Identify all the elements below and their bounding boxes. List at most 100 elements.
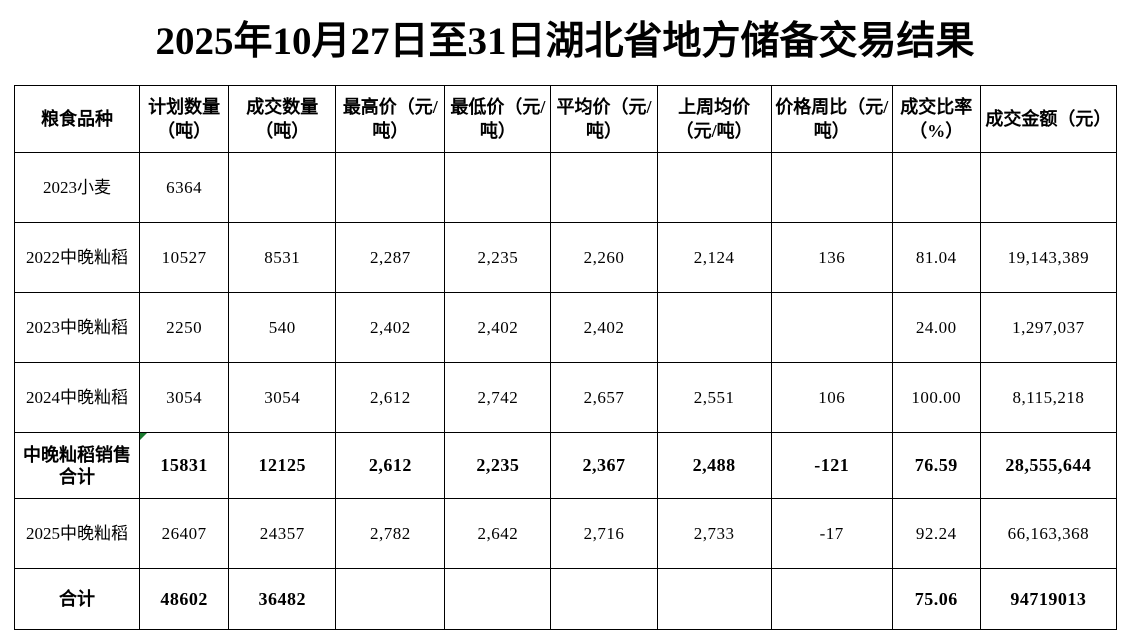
cell-value: 2022中晚籼稻: [26, 248, 129, 267]
cell-value: 3054: [166, 388, 203, 407]
cell-high_price: 2,612: [335, 432, 446, 499]
cell-deal_qty: 12125: [228, 432, 337, 499]
cell-deal_ratio: 24.00: [891, 292, 981, 363]
cell-variety: 2025中晚籼稻: [13, 498, 141, 569]
cell-price_wow: 136: [770, 222, 893, 293]
cell-last_week_avg: [656, 152, 772, 223]
column-header-label: 上周均价（元/吨）: [675, 97, 753, 141]
cell-deal_amount: 28,555,644: [979, 432, 1118, 499]
cell-value: 136: [818, 248, 846, 267]
column-header-label: 平均价（元/吨）: [556, 97, 652, 141]
cell-last_week_avg: 2,551: [656, 362, 772, 433]
cell-avg_price: 2,716: [550, 498, 658, 569]
cell-high_price: [335, 568, 446, 630]
cell-value: 540: [268, 318, 296, 337]
cell-value: -121: [814, 455, 850, 475]
cell-value: 2,612: [369, 388, 411, 407]
cell-value: 中晚籼稻销售合计: [23, 444, 132, 487]
cell-value: 2,235: [476, 455, 520, 475]
cell-deal_amount: 19,143,389: [979, 222, 1118, 293]
table-row: 中晚籼稻销售合计 15831 12125 2,612 2,235 2,367 2,488 -1…: [13, 432, 1118, 499]
column-header-low_price: 最低价（元/吨）: [444, 85, 552, 153]
column-header-deal_qty: 成交数量（吨）: [228, 85, 337, 153]
cell-low_price: 2,235: [444, 432, 552, 499]
cell-low_price: 2,742: [444, 362, 552, 433]
column-header-label: 成交比率（%）: [900, 97, 973, 141]
cell-plan_qty: 26407: [139, 498, 230, 569]
cell-deal_ratio: 92.24: [891, 498, 981, 569]
cell-deal_amount: 8,115,218: [979, 362, 1118, 433]
table-header: 粮食品种 计划数量（吨） 成交数量（吨） 最高价（元/吨） 最低价（元/吨） 平均价（元/…: [13, 85, 1118, 153]
column-header-label: 成交金额（元）: [985, 109, 1112, 129]
table-header-row: 粮食品种 计划数量（吨） 成交数量（吨） 最高价（元/吨） 最低价（元/吨） 平均价（元/…: [13, 85, 1118, 153]
cell-deal_ratio: 76.59: [891, 432, 981, 499]
cell-value: 8531: [264, 248, 301, 267]
column-header-variety: 粮食品种: [13, 85, 141, 153]
cell-value: 76.59: [914, 455, 958, 475]
column-header-plan_qty: 计划数量（吨）: [139, 85, 230, 153]
cell-value: 2,124: [693, 248, 735, 267]
cell-value: 2025中晚籼稻: [26, 524, 129, 543]
cell-high_price: 2,612: [335, 362, 446, 433]
cell-plan_qty: 3054: [139, 362, 230, 433]
cell-price_wow: -17: [770, 498, 893, 569]
cell-value: 2,488: [692, 455, 736, 475]
cell-deal_qty: 540: [228, 292, 337, 363]
cell-plan_qty: 6364: [139, 152, 230, 223]
cell-deal_qty: 3054: [228, 362, 337, 433]
cell-value: 24357: [259, 524, 305, 543]
table-row: 2023小麦 6364: [13, 152, 1118, 223]
table-body: 2023小麦 6364 2022中晚籼稻 10527 8531 2,287 2,235 2,2…: [13, 152, 1118, 630]
cell-deal_qty: 8531: [228, 222, 337, 293]
cell-avg_price: [550, 152, 658, 223]
cell-value: 36482: [258, 588, 306, 609]
cell-value: 2,733: [693, 524, 735, 543]
cell-last_week_avg: 2,124: [656, 222, 772, 293]
column-header-price_wow: 价格周比（元/吨）: [770, 85, 893, 153]
cell-last_week_avg: 2,733: [656, 498, 772, 569]
cell-value: 26407: [161, 524, 207, 543]
cell-deal_ratio: 75.06: [891, 568, 981, 630]
column-header-label: 粮食品种: [41, 109, 114, 129]
cell-low_price: 2,235: [444, 222, 552, 293]
cell-value: -17: [819, 524, 844, 543]
cell-deal_amount: 94719013: [979, 568, 1118, 630]
cell-value: 15831: [160, 455, 208, 475]
cell-value: 2,642: [477, 524, 519, 543]
column-header-label: 计划数量（吨）: [148, 97, 221, 141]
cell-high_price: 2,782: [335, 498, 446, 569]
cell-price_wow: 106: [770, 362, 893, 433]
cell-deal_ratio: 81.04: [891, 222, 981, 293]
cell-value: 2023中晚籼稻: [26, 318, 129, 337]
column-header-last_week_avg: 上周均价（元/吨）: [656, 85, 772, 153]
cell-variety: 2023中晚籼稻: [13, 292, 141, 363]
cell-low_price: [444, 152, 552, 223]
cell-value: 2024中晚籼稻: [26, 388, 129, 407]
cell-value: 2,742: [477, 388, 519, 407]
cell-value: 2250: [166, 318, 203, 337]
cell-price_wow: [770, 292, 893, 363]
cell-low_price: 2,642: [444, 498, 552, 569]
column-header-label: 最低价（元/吨）: [450, 97, 546, 141]
cell-value: 94719013: [1010, 588, 1087, 609]
cell-value: 2,402: [369, 318, 411, 337]
cell-high_price: 2,287: [335, 222, 446, 293]
cell-last_week_avg: [656, 292, 772, 363]
cell-variety: 2022中晚籼稻: [13, 222, 141, 293]
cell-value: 2,716: [583, 524, 625, 543]
cell-deal_qty: 24357: [228, 498, 337, 569]
cell-value: 2,402: [583, 318, 625, 337]
cell-value: 81.04: [915, 248, 957, 267]
column-header-deal_ratio: 成交比率（%）: [891, 85, 981, 153]
cell-high_price: 2,402: [335, 292, 446, 363]
cell-value: 28,555,644: [1005, 455, 1092, 475]
page-title: 2025年10月27日至31日湖北省地方储备交易结果: [155, 20, 975, 63]
cell-deal_ratio: [891, 152, 981, 223]
cell-value: 2023小麦: [43, 178, 112, 197]
cell-value: 10527: [161, 248, 207, 267]
cell-avg_price: 2,657: [550, 362, 658, 433]
cell-value: 6364: [166, 178, 203, 197]
cell-deal_amount: 66,163,368: [979, 498, 1118, 569]
cell-deal_amount: 1,297,037: [979, 292, 1118, 363]
cell-price_wow: [770, 152, 893, 223]
